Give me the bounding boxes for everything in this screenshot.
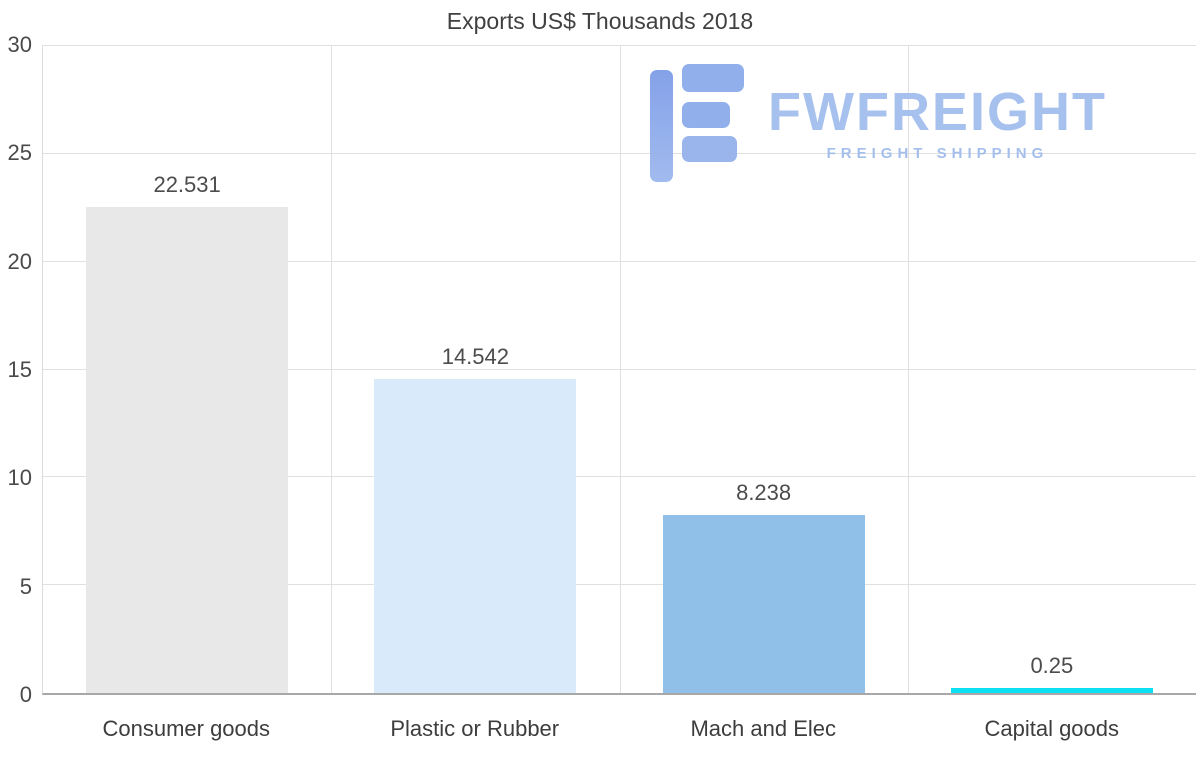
gridlines bbox=[43, 45, 1196, 693]
x-tick-label-plastic-or-rubber: Plastic or Rubber bbox=[390, 716, 560, 741]
y-tick-label-30: 30 bbox=[7, 32, 32, 57]
value-label-mach-and-elec: 8.238 bbox=[736, 480, 792, 506]
bar-cell-mach-and-elec: 8.238 bbox=[620, 46, 908, 693]
y-tick-label-10: 10 bbox=[7, 465, 32, 491]
v-gridline-3 bbox=[907, 46, 909, 693]
bar-cell-consumer-goods: 22.531 bbox=[43, 46, 331, 693]
bar-cell-plastic-or-rubber: 14.542 bbox=[331, 46, 619, 693]
y-tick-label-15: 15 bbox=[7, 357, 32, 382]
plot-area: 22.531 14.542 8.238 0.25 bbox=[42, 45, 1196, 695]
x-tick-label-capital-goods: Capital goods bbox=[984, 716, 1120, 741]
y-tick-label-5: 5 bbox=[19, 573, 32, 599]
x-axis: Consumer goods Plastic or Rubber Mach and … bbox=[42, 695, 1196, 763]
v-gridline-1 bbox=[331, 46, 333, 693]
x-tick-label-mach-and-elec: Mach and Elec bbox=[690, 716, 837, 741]
bar-mach-and-elec: 8.238 bbox=[662, 480, 865, 693]
y-axis: 0 5 10 15 20 25 30 bbox=[0, 34, 42, 706]
value-label-plastic-or-rubber: 14.542 bbox=[441, 344, 510, 370]
y-tick-label-0: 0 bbox=[19, 682, 32, 707]
bar-consumer-goods: 22.531 bbox=[86, 172, 288, 693]
bar-capital-goods: 0.25 bbox=[950, 653, 1153, 693]
chart-title: Exports US$ Thousands 2018 bbox=[446, 8, 754, 34]
y-tick-label-25: 25 bbox=[7, 140, 32, 166]
value-label-consumer-goods: 22.531 bbox=[153, 172, 221, 198]
value-label-capital-goods: 0.25 bbox=[1030, 652, 1074, 678]
x-tick-label-consumer-goods: Consumer goods bbox=[102, 716, 271, 741]
v-gridline-2 bbox=[619, 46, 621, 693]
y-tick-label-20: 20 bbox=[7, 248, 32, 274]
bars-row: 22.531 14.542 8.238 0.25 bbox=[43, 46, 1196, 693]
h-gridline-30 bbox=[43, 45, 1196, 46]
bar-cell-capital-goods: 0.25 bbox=[908, 46, 1196, 693]
bar-plastic-or-rubber: 14.542 bbox=[374, 344, 577, 693]
